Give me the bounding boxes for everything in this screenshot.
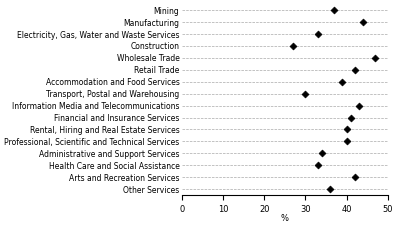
Point <box>314 32 321 36</box>
Point <box>327 187 333 191</box>
Point <box>319 152 325 155</box>
Point <box>352 175 358 179</box>
Point <box>314 163 321 167</box>
Point <box>372 56 378 60</box>
Point <box>343 128 350 131</box>
Point <box>352 68 358 72</box>
X-axis label: %: % <box>281 214 289 223</box>
Point <box>347 116 354 119</box>
Point <box>343 140 350 143</box>
Point <box>302 92 308 96</box>
Point <box>360 20 366 24</box>
Point <box>331 8 337 12</box>
Point <box>339 80 345 84</box>
Point <box>356 104 362 107</box>
Point <box>290 44 296 48</box>
